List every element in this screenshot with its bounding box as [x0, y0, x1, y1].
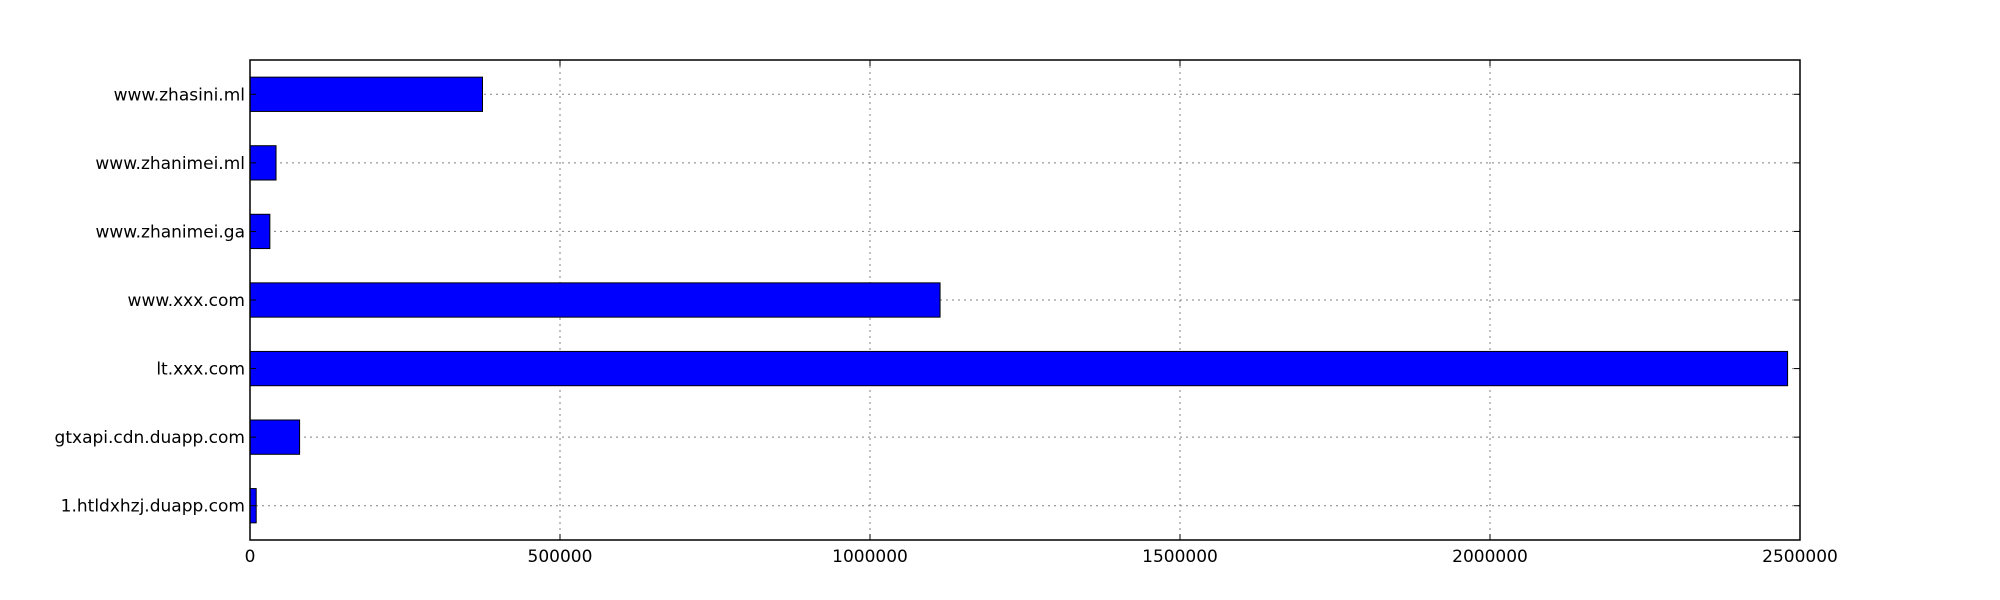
bar [249, 419, 301, 455]
x-tick-label: 0 [245, 547, 256, 567]
tick-labels: 0 500000 1000000 1500000 2000000 2500000 1.htl… [55, 85, 1838, 567]
x-tick-label: 500000 [528, 547, 593, 567]
x-tick-label: 1500000 [1142, 547, 1218, 567]
bar [249, 282, 941, 318]
y-tick-label: gtxapi.cdn.duapp.com [55, 428, 245, 448]
x-tick-label: 2000000 [1452, 547, 1528, 567]
bar [249, 350, 1789, 387]
bar [249, 76, 483, 112]
y-tick-label: www.zhasini.ml [114, 85, 245, 105]
y-tick-label: www.zhanimei.ga [95, 222, 245, 242]
y-tick-label: lt.xxx.com [156, 360, 245, 380]
ticks [249, 60, 1801, 540]
x-tick-label: 2500000 [1762, 547, 1838, 567]
y-tick-label: www.xxx.com [128, 291, 245, 311]
y-tick-label: 1.htldxhzj.duapp.com [61, 497, 245, 517]
x-tick-label: 1000000 [832, 547, 908, 567]
y-tick-label: www.zhanimei.ml [95, 154, 245, 174]
